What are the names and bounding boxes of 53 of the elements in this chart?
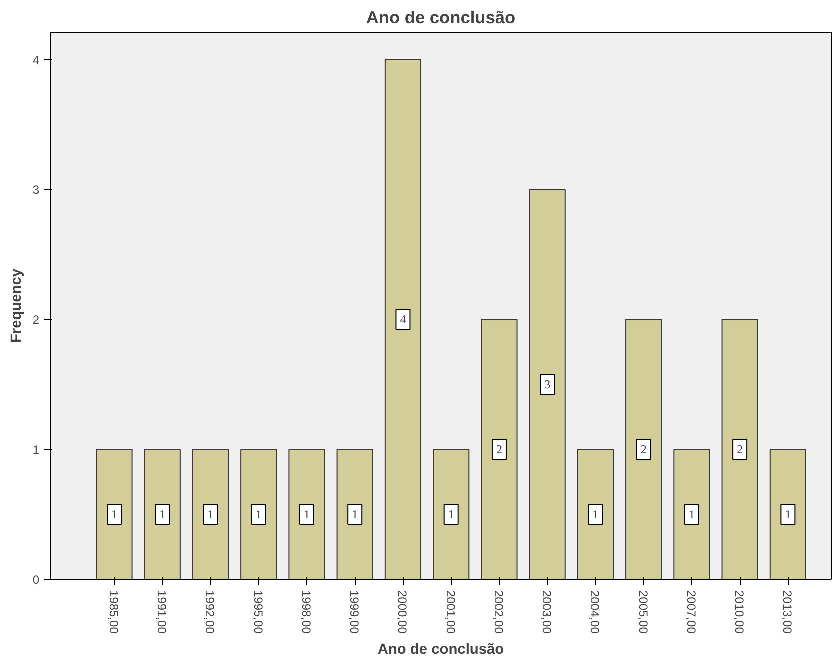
x-tick-label: 1998,00 [299,590,314,634]
bar [336,449,374,580]
bar [770,449,806,580]
y-tick-label: 0 [32,573,40,587]
data-label: 1 [208,508,214,522]
bar [626,319,662,580]
data-label: 1 [160,508,166,522]
x-tick-label: 2005,00 [636,590,650,634]
bar [722,319,758,580]
data-label: 3 [544,378,551,392]
bar [433,449,470,580]
x-tick-label: 1992,00 [203,590,218,634]
bar [288,449,326,580]
bar [529,189,566,580]
bar [577,449,614,580]
data-label: 1 [304,508,310,522]
x-axis-title: Ano de conclusão [378,642,504,658]
x-tick-label: 2007,00 [684,590,698,634]
x-tick-label: 2003,00 [540,590,554,634]
bar [144,449,181,580]
bar [240,449,278,580]
x-tick-label: 2002,00 [492,590,506,634]
data-label: 1 [256,508,262,522]
data-label: 2 [496,442,502,457]
y-axis-title: Frequency [8,268,25,344]
bar [192,449,230,580]
data-label: 1 [352,508,358,522]
x-tick-label: 1985,00 [107,590,121,634]
data-label: 1 [688,508,695,522]
data-label: 1 [448,508,454,522]
data-label: 2 [640,442,647,457]
y-tick-label: 4 [32,53,40,68]
bar [384,59,422,580]
x-tick-label: 1995,00 [251,590,266,634]
y-tick-label: 2 [32,313,40,328]
x-tick-label: 2010,00 [732,590,747,634]
x-tick-label: 2001,00 [444,590,458,634]
x-tick-label: 2000,00 [396,590,410,634]
chart-title: Ano de conclusão [366,8,516,28]
x-tick-label: 1999,00 [348,590,362,634]
data-label: 2 [737,442,744,457]
bar [674,449,710,580]
y-tick-label: 3 [32,183,40,198]
bar [96,449,133,580]
y-tick-label: 1 [32,443,40,458]
data-label: 1 [592,508,599,522]
x-tick-label: 2004,00 [588,590,602,634]
x-tick-label: 1991,00 [155,590,170,634]
data-label: 1 [112,508,118,522]
bar [481,319,518,580]
x-tick-label: 2013,00 [780,590,795,634]
data-label: 4 [400,312,406,327]
data-label: 1 [785,508,792,522]
